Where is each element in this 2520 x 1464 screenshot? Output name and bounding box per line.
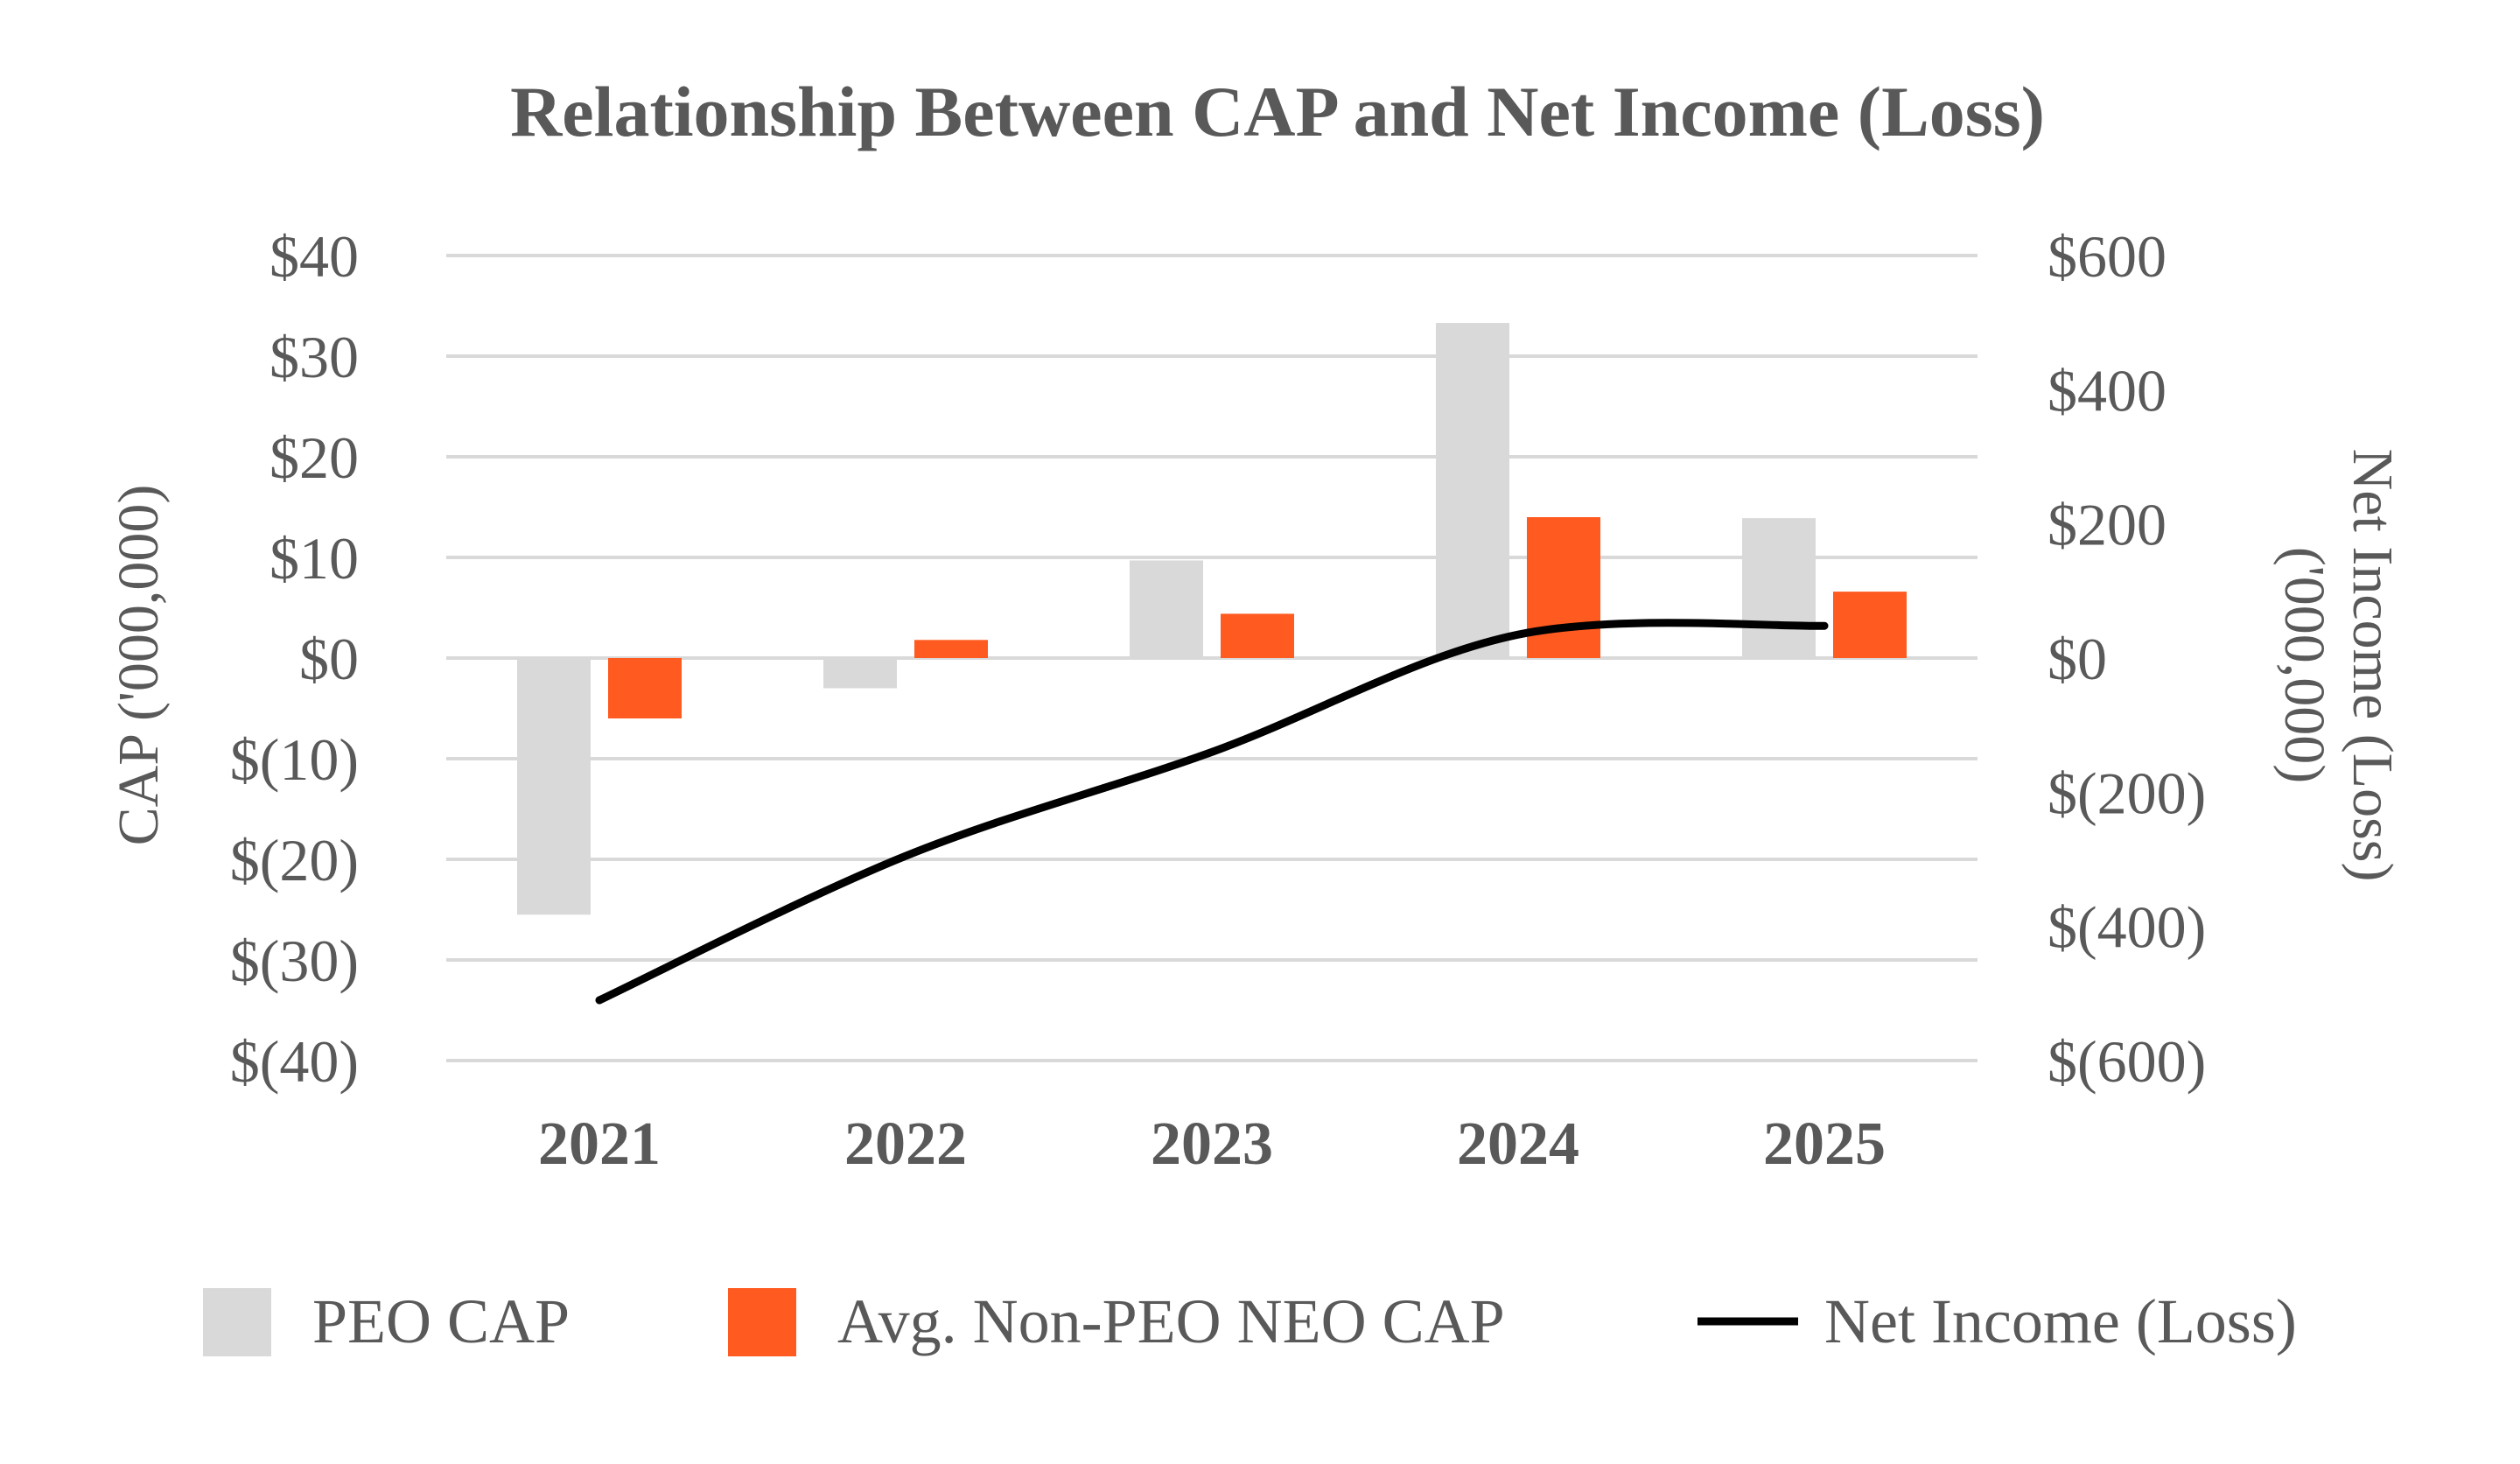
bar-peo-cap-2025 [1742, 518, 1816, 658]
bars [517, 323, 1907, 915]
left-tick-label: $(10) [230, 726, 359, 793]
right-axis-ticks: $600 $400 $200 $0 $(200) $(400) $(600) [2048, 223, 2206, 1095]
left-tick-label: $(40) [230, 1028, 359, 1095]
x-tick-label: 2025 [1763, 1110, 1886, 1178]
bar-avg-non-peo-neo-cap-2022 [914, 640, 988, 658]
line-series [595, 619, 1829, 1005]
left-axis-ticks: $40 $30 $20 $10 $0 $(10) $(20) $(30) $(40) [230, 223, 359, 1095]
right-tick-label: $(600) [2048, 1028, 2206, 1095]
right-axis-label: Net Income (Loss)('000,000) [2272, 449, 2404, 882]
right-axis-label-line: Net Income (Loss) [2341, 449, 2404, 882]
x-tick-label: 2021 [538, 1110, 661, 1178]
x-tick-label: 2022 [844, 1110, 967, 1178]
bar-peo-cap-2023 [1130, 560, 1203, 658]
right-tick-label: $400 [2048, 357, 2166, 424]
right-axis-label-line: ('000,000) [2272, 547, 2336, 783]
bar-avg-non-peo-neo-cap-2021 [608, 658, 682, 718]
left-axis-label: CAP ('000,000) [107, 485, 171, 846]
right-tick-label: $(200) [2048, 760, 2206, 826]
left-tick-label: $40 [270, 223, 359, 290]
left-tick-label: $10 [270, 525, 359, 592]
x-tick-label: 2023 [1151, 1110, 1273, 1178]
legend-swatch [203, 1288, 271, 1356]
line-net-income-loss [595, 619, 1829, 1005]
bar-avg-non-peo-neo-cap-2023 [1221, 613, 1294, 658]
right-tick-label: $200 [2048, 492, 2166, 558]
right-tick-label: $0 [2048, 626, 2107, 692]
chart-title: Relationship Between CAP and Net Income … [510, 72, 2045, 151]
legend: PEO CAP Avg. Non-PEO NEO CAP Net Income (L… [203, 1286, 2297, 1356]
legend-swatch [728, 1288, 796, 1356]
left-tick-label: $30 [270, 324, 359, 390]
bar-avg-non-peo-neo-cap-2025 [1833, 592, 1907, 658]
legend-label: PEO CAP [312, 1286, 570, 1356]
left-tick-label: $(30) [230, 928, 359, 994]
legend-label: Net Income (Loss) [1824, 1286, 2297, 1356]
left-tick-label: $(20) [230, 827, 359, 893]
grid-lines [446, 254, 1978, 1062]
right-tick-label: $(400) [2048, 894, 2206, 961]
bar-peo-cap-2022 [823, 658, 897, 689]
bar-avg-non-peo-neo-cap-2024 [1527, 517, 1600, 658]
legend-label: Avg. Non-PEO NEO CAP [837, 1286, 1505, 1356]
right-axis-label-group: Net Income (Loss)('000,000) [2272, 449, 2404, 882]
x-axis-ticks: 2021 2022 2023 2024 2025 [538, 1110, 1886, 1178]
left-tick-label: $20 [270, 424, 359, 491]
bar-peo-cap-2021 [517, 658, 591, 915]
right-tick-label: $600 [2048, 223, 2166, 290]
bar-peo-cap-2024 [1436, 323, 1509, 658]
left-tick-label: $0 [299, 626, 359, 692]
x-tick-label: 2024 [1457, 1110, 1579, 1178]
